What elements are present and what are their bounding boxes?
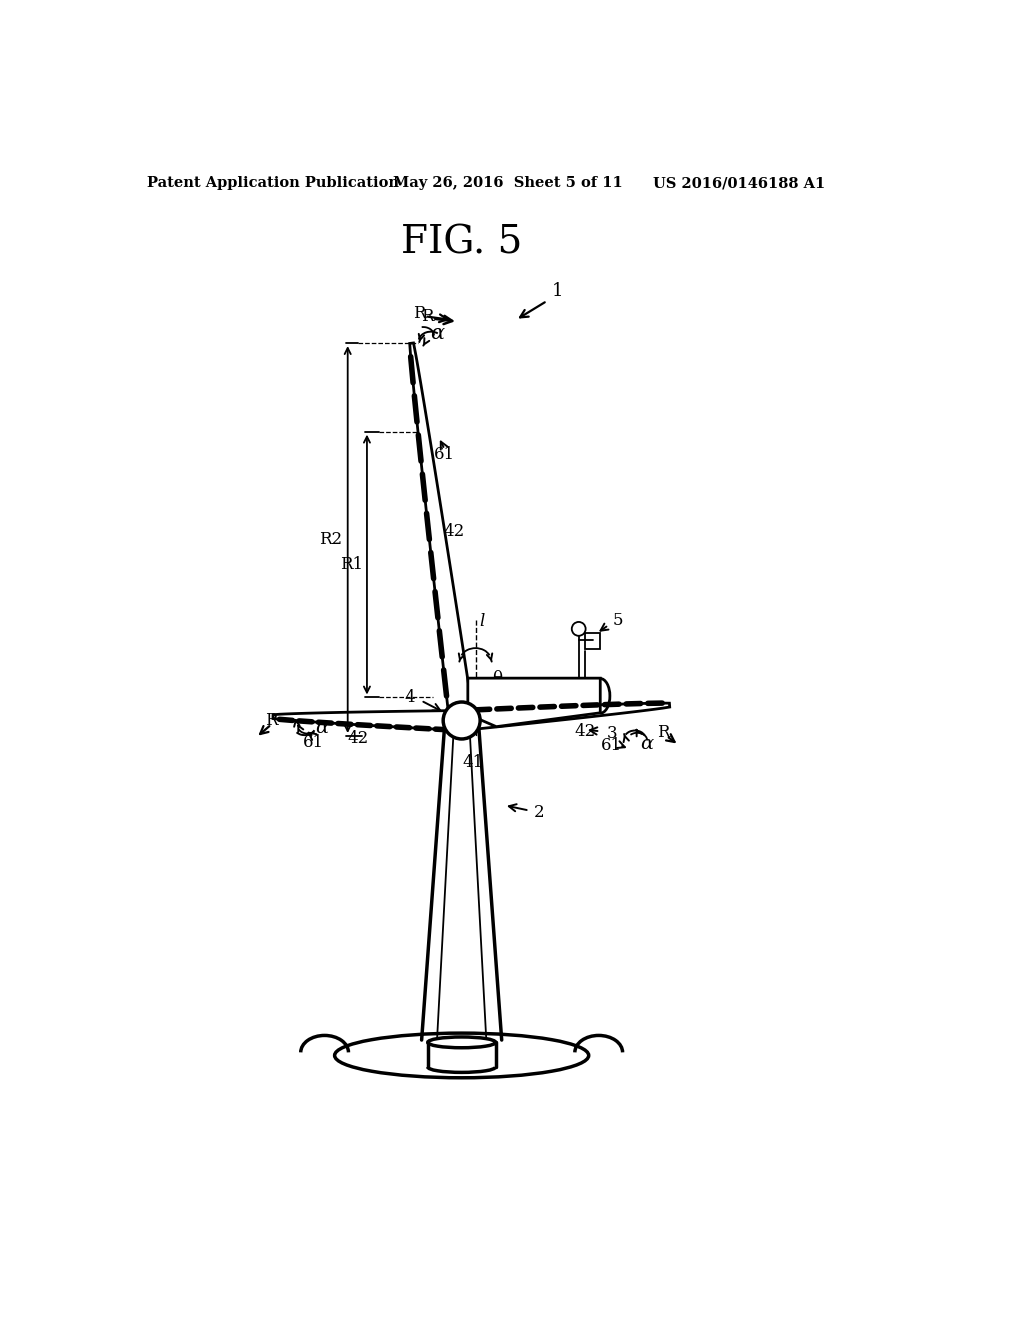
Text: US 2016/0146188 A1: US 2016/0146188 A1 <box>652 176 825 190</box>
Circle shape <box>443 702 480 739</box>
Text: R: R <box>413 305 426 322</box>
Text: R: R <box>265 711 278 729</box>
Text: 5: 5 <box>612 612 624 628</box>
Text: R: R <box>421 308 433 325</box>
Text: y: y <box>500 675 507 688</box>
Text: 61: 61 <box>434 446 456 463</box>
Text: θ: θ <box>492 669 502 686</box>
Bar <box>585 634 600 649</box>
Circle shape <box>571 622 586 636</box>
Text: l: l <box>479 614 484 631</box>
Text: May 26, 2016  Sheet 5 of 11: May 26, 2016 Sheet 5 of 11 <box>393 176 623 190</box>
Text: R1: R1 <box>340 557 364 573</box>
Polygon shape <box>273 710 462 730</box>
Text: 61: 61 <box>303 734 325 751</box>
Text: 4: 4 <box>404 689 415 706</box>
Text: 42: 42 <box>574 723 596 739</box>
Text: 1: 1 <box>552 282 563 300</box>
Text: α: α <box>640 735 653 752</box>
Text: α: α <box>430 325 444 343</box>
Text: 42: 42 <box>347 730 369 747</box>
Polygon shape <box>461 704 670 730</box>
Text: 2: 2 <box>534 804 544 821</box>
Text: 61: 61 <box>601 737 623 754</box>
Text: FIG. 5: FIG. 5 <box>401 224 522 261</box>
Text: 42: 42 <box>443 523 465 540</box>
Text: Patent Application Publication: Patent Application Publication <box>147 176 399 190</box>
Text: R2: R2 <box>319 531 342 548</box>
Text: R: R <box>657 723 670 741</box>
Text: 3: 3 <box>606 725 617 742</box>
Polygon shape <box>410 343 474 722</box>
Polygon shape <box>468 678 600 726</box>
Text: 41: 41 <box>463 754 483 771</box>
Ellipse shape <box>428 1038 496 1048</box>
Text: α: α <box>315 719 328 737</box>
